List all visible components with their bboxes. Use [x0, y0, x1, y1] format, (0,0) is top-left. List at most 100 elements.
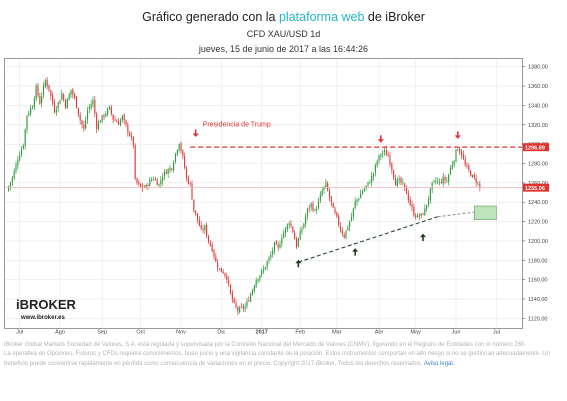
candle-body	[92, 99, 94, 105]
candle-body	[206, 225, 208, 236]
candle-body	[39, 96, 41, 104]
candle-body	[213, 250, 215, 257]
candle-body	[262, 269, 265, 272]
candle-body	[297, 238, 299, 247]
red-down-arrow-icon-head	[377, 139, 384, 143]
y-tick-label: 1180.00	[528, 258, 547, 264]
candle-body	[281, 237, 283, 244]
green-up-arrow-icon-head	[420, 233, 426, 238]
candle-body	[35, 85, 37, 100]
candle-body	[75, 96, 78, 108]
x-tick-label: Abr	[375, 330, 384, 336]
candle-body	[26, 115, 28, 130]
candle-body	[361, 190, 364, 194]
x-tick-label: Dic	[217, 330, 225, 336]
candle-body	[193, 199, 195, 211]
candle-body	[268, 257, 270, 261]
candle-body	[380, 154, 382, 157]
candle-body	[479, 184, 481, 188]
legal-notice-link[interactable]: Aviso legal.	[423, 360, 455, 367]
candle-body	[28, 113, 30, 116]
candle-body	[459, 149, 461, 153]
candle-body	[292, 226, 294, 233]
candle-body	[319, 194, 321, 201]
candle-body	[385, 150, 387, 156]
candle-body	[404, 183, 406, 187]
candle-body	[55, 109, 57, 113]
candle-body	[424, 208, 426, 216]
candle-body	[349, 221, 351, 228]
candle-body	[372, 173, 375, 177]
candle-body	[325, 182, 327, 187]
candle-body	[426, 205, 428, 209]
candle-body	[53, 102, 56, 113]
red-down-arrow-icon	[192, 129, 199, 137]
candle-body	[295, 238, 298, 248]
candle-body	[108, 106, 111, 109]
candle-body	[15, 164, 17, 172]
title-platform-link[interactable]: plataforma web	[278, 10, 365, 24]
candle-body	[130, 135, 133, 138]
candle-body	[451, 164, 453, 169]
candle-body	[180, 143, 182, 151]
candle-body	[400, 177, 402, 183]
x-tick-label: Jul	[16, 330, 23, 336]
disclaimer-line-3: beneficio puede convertirse rápidamente …	[4, 360, 560, 369]
candle-body	[184, 156, 186, 169]
x-axis: Jul Ago Sep Oct Nov Dic 2017 Feb Mar Abr May Jun Jul	[16, 330, 500, 336]
candle-body	[341, 230, 343, 234]
candle-body	[110, 106, 112, 114]
candle-body	[305, 216, 307, 225]
candle-body	[475, 178, 477, 183]
candle-body	[162, 176, 164, 182]
candle-body	[336, 212, 338, 217]
candle-body	[145, 184, 147, 188]
candle-body	[218, 268, 221, 270]
candle-body	[17, 160, 19, 166]
candle-body	[90, 104, 92, 108]
overlays: 1255.06 1296.89 Presidencia de Trump	[5, 121, 549, 268]
disclaimer-footer: iBroker Global Markets Sociedad de Valor…	[4, 341, 560, 369]
green-up-arrow-icon-head	[295, 259, 302, 264]
candle-body	[59, 100, 61, 104]
candle-body	[251, 289, 254, 295]
candle-body	[338, 216, 340, 225]
candle-body	[446, 180, 448, 182]
candle-body	[334, 208, 336, 213]
candle-body	[462, 154, 464, 159]
candle-body	[422, 213, 424, 215]
candle-body	[301, 228, 303, 232]
green-up-arrow-icon	[352, 248, 359, 256]
candle-body	[277, 244, 279, 248]
candles	[8, 77, 481, 316]
y-tick-label: 1320.00	[528, 123, 548, 129]
candle-body	[294, 232, 296, 239]
candle-body	[72, 89, 74, 95]
candle-body	[345, 230, 347, 239]
candle-body	[138, 182, 140, 184]
candle-body	[448, 174, 450, 182]
candle-body	[88, 106, 90, 110]
x-tick-label: Nov	[176, 330, 186, 336]
candle-body	[343, 234, 345, 238]
candle-body	[283, 232, 285, 238]
y-tick-label: 1200.00	[528, 239, 548, 245]
candle-body	[264, 267, 266, 270]
candle-body	[83, 124, 85, 129]
candle-body	[468, 165, 470, 171]
candle-body	[174, 153, 177, 162]
candle-body	[299, 230, 301, 240]
candle-body	[52, 94, 54, 104]
candle-body	[96, 113, 98, 129]
page-title: Gráfico generado con la plataforma web d…	[0, 10, 567, 24]
candle-body	[259, 275, 261, 280]
candle-body	[402, 182, 404, 184]
candle-body	[220, 268, 222, 272]
candle-body	[9, 182, 12, 187]
candle-body	[156, 179, 158, 185]
candle-body	[129, 132, 131, 136]
candle-body	[209, 242, 211, 246]
candle-body	[244, 306, 246, 309]
candle-body	[321, 190, 323, 196]
candle-body	[396, 180, 398, 187]
